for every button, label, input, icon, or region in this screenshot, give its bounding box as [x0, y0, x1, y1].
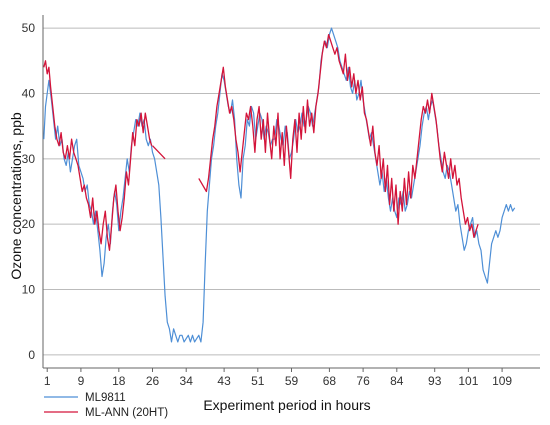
- x-tick-label: 51: [251, 374, 265, 388]
- y-axis-title: Ozone concentrations, ppb: [8, 112, 24, 280]
- y-tick-label: 20: [22, 217, 36, 231]
- x-tick-label: 9: [78, 374, 85, 388]
- y-tick-label: 40: [22, 86, 36, 100]
- x-tick-label: 76: [356, 374, 370, 388]
- x-tick-label: 34: [180, 374, 194, 388]
- x-tick-label: 43: [217, 374, 231, 388]
- x-tick-label: 18: [112, 374, 126, 388]
- y-tick-labels: 0 10 20 30 40 50: [22, 21, 36, 362]
- series-line-ml-ann-20ht: [43, 33, 479, 251]
- legend: ML9811 ML-ANN (20HT): [44, 392, 168, 419]
- y-tick-label: 10: [22, 283, 36, 297]
- x-tick-label: 109: [492, 374, 512, 388]
- x-tick-label: 1: [44, 374, 51, 388]
- x-tick-label: 26: [146, 374, 160, 388]
- x-tick-label: 84: [390, 374, 404, 388]
- x-tick-label: 101: [458, 374, 478, 388]
- y-tick-label: 50: [22, 21, 36, 35]
- x-tick-labels: 1 9 18 26 34 43 51 59 68 76 84 93 101 109: [44, 368, 512, 388]
- gridlines: [43, 27, 540, 356]
- legend-label-ml-ann: ML-ANN (20HT): [85, 407, 168, 419]
- legend-label-ml9811: ML9811: [85, 392, 126, 404]
- series-line-ml9811: [43, 27, 516, 343]
- x-tick-label: 93: [428, 374, 442, 388]
- x-tick-label: 68: [323, 374, 337, 388]
- y-tick-label: 0: [28, 348, 35, 362]
- series-lines: [43, 27, 516, 343]
- x-tick-label: 59: [285, 374, 299, 388]
- x-axis-title: Experiment period in hours: [203, 397, 370, 413]
- y-tick-label: 30: [22, 152, 36, 166]
